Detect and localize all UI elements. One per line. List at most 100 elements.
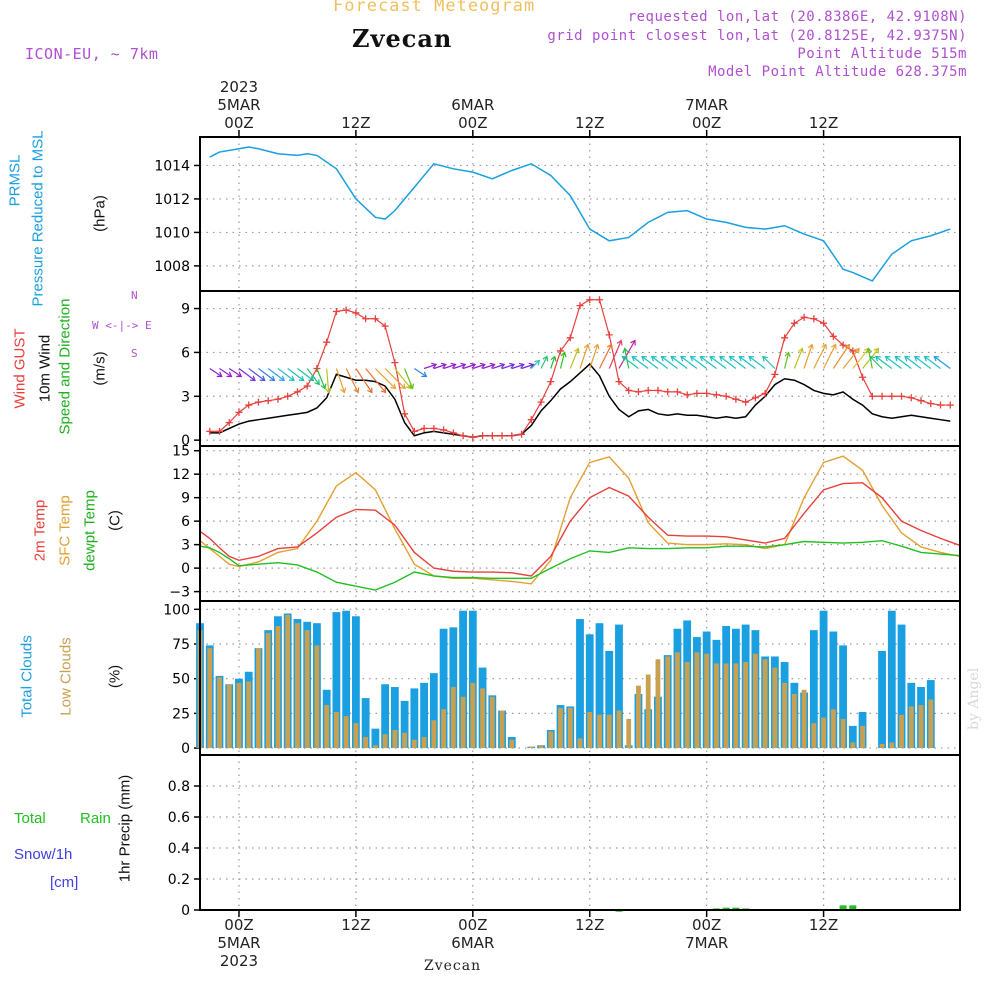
gust-point	[839, 341, 847, 349]
total-cloud-bar	[459, 610, 467, 749]
low-cloud-bar	[353, 723, 359, 749]
wind-vector	[374, 368, 396, 389]
wind-arrowhead	[844, 343, 850, 350]
total-cloud-bar	[585, 634, 594, 749]
gust-point	[566, 334, 574, 342]
gust-point	[703, 389, 711, 397]
wind-arrowhead	[528, 362, 535, 369]
rain-bar	[849, 905, 857, 910]
gust-point	[898, 392, 906, 400]
wind-arrowhead	[340, 387, 347, 394]
low-cloud-bar	[411, 739, 417, 749]
low-cloud-bar	[509, 739, 515, 749]
low-cloud-bar	[217, 677, 222, 749]
wind-vector	[394, 368, 412, 389]
gust-point	[303, 382, 311, 390]
wind-vector	[365, 368, 387, 393]
low-cloud-bar	[528, 746, 534, 749]
wind-vector	[492, 363, 505, 370]
wind-vector	[813, 344, 827, 369]
wind-vector	[443, 363, 456, 370]
y-tick-label: 1008	[154, 259, 190, 275]
gust-point	[751, 394, 759, 402]
gust-point	[479, 432, 487, 440]
bottom-station-label: Zvecan	[424, 958, 482, 974]
precip-snow-label: Snow/1h	[14, 846, 73, 863]
wind-arrowhead	[450, 362, 457, 369]
low-cloud-bar	[811, 723, 817, 749]
gust-point	[615, 378, 623, 386]
wind-vector	[793, 348, 803, 369]
low-cloud-bar	[850, 742, 856, 749]
low-cloud-bar	[431, 720, 437, 749]
gust-point	[537, 398, 545, 406]
gust-point	[693, 389, 701, 397]
low-cloud-bar	[324, 705, 330, 749]
wind-arrowhead	[641, 355, 647, 362]
bottom-time-label: 12Z	[809, 916, 838, 934]
wind-arrowhead	[470, 362, 477, 369]
wind-vector	[511, 363, 524, 370]
wind-vector	[462, 363, 476, 370]
gust-point	[712, 391, 720, 399]
low-cloud-bar	[382, 734, 388, 749]
low-cloud-bar	[743, 662, 749, 749]
wind-arrowhead	[807, 343, 814, 350]
top-time-label: 00Z	[458, 114, 487, 132]
gust-point	[362, 315, 370, 323]
wind-arrowhead	[269, 375, 276, 382]
wind-arrowhead	[699, 355, 706, 362]
gust-point	[225, 419, 233, 427]
bottom-time-label: 12Z	[341, 916, 370, 934]
top-time-label: 00Z	[224, 114, 253, 132]
y-tick-label: 0.4	[168, 841, 190, 857]
wind-vector	[423, 363, 437, 370]
low-cloud-bar	[704, 653, 710, 749]
low-cloud-bar	[558, 707, 563, 749]
y-tick-label: 1010	[154, 225, 190, 241]
wind-vector	[748, 356, 766, 369]
wind-vector	[306, 368, 320, 385]
wind-arrowhead	[279, 375, 286, 382]
low-cloud-bar	[265, 632, 271, 749]
wind-vector	[924, 356, 941, 369]
low-cloud-bar	[675, 652, 680, 749]
top-time-label: 12Z	[809, 114, 838, 132]
wind-vector	[784, 352, 790, 369]
top-time-label: 00Z	[692, 114, 721, 132]
wind-arrowhead	[509, 362, 516, 369]
low-cloud-bar	[821, 717, 826, 749]
top-time-label: 5MAR	[217, 96, 260, 114]
wind-vector	[209, 368, 223, 377]
gust-point	[888, 392, 896, 400]
wind-vector	[598, 344, 613, 369]
wind-arrowhead	[830, 343, 837, 350]
compass-axis: W <-|-> E	[92, 319, 152, 332]
gust-point	[332, 307, 340, 315]
low-cloud-bar	[499, 710, 505, 749]
gust-point	[410, 427, 418, 435]
gust-point	[927, 400, 935, 408]
total-cloud-bar	[897, 624, 906, 749]
wind-arrowhead	[400, 383, 406, 390]
wind-vector	[345, 368, 359, 393]
gust-point	[907, 394, 915, 402]
wind-vector	[875, 356, 893, 369]
gust-point	[732, 395, 740, 403]
low-cloud-bar	[665, 656, 671, 749]
gust-point	[371, 315, 379, 323]
y-tick-label: 6	[181, 514, 190, 530]
top-time-label: 2023	[220, 78, 258, 96]
total-cloud-bar	[332, 612, 341, 749]
y-tick-label: 0	[181, 903, 190, 919]
gust-point	[722, 392, 730, 400]
y-tick-label: −3	[169, 585, 190, 601]
y-tick-label: 3	[181, 389, 190, 405]
wind-vector	[832, 344, 850, 369]
low-cloud-bar	[295, 623, 300, 749]
wind-arrowhead	[325, 387, 332, 394]
gust-point	[761, 389, 769, 397]
gust-point	[342, 306, 350, 314]
low-cloud-bar	[285, 614, 291, 749]
product-title: Forecast Meteogram	[333, 0, 536, 16]
